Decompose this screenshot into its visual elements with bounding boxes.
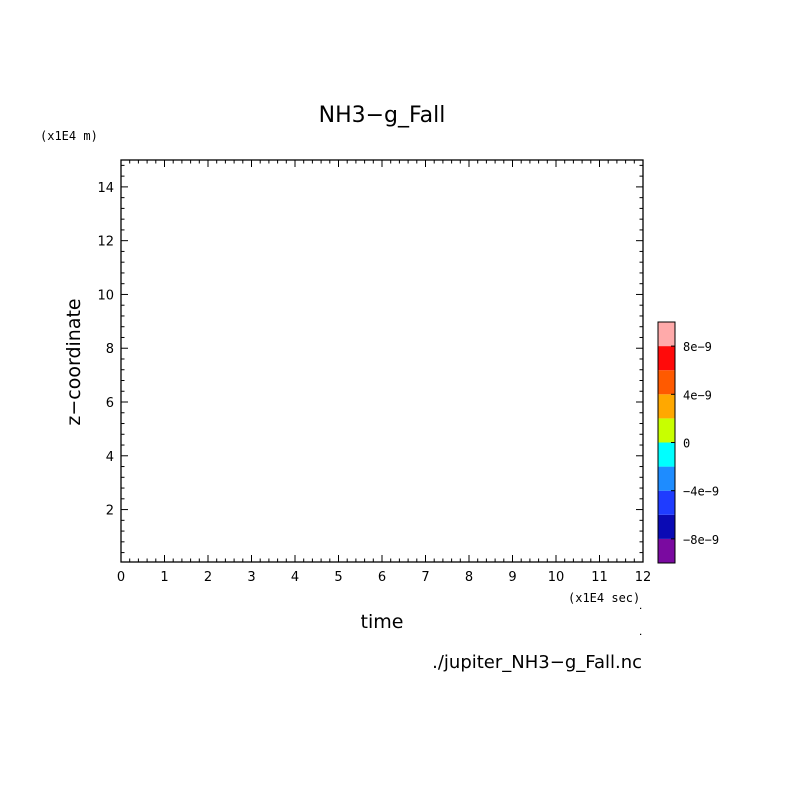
x-tick-label: 3 <box>247 570 255 585</box>
x-tick-label: 2 <box>204 570 212 585</box>
y-tick-label: 12 <box>97 235 114 250</box>
colorbar-tick-label: 4e−9 <box>683 388 712 402</box>
x-tick-label: 11 <box>591 570 608 585</box>
colorbar-segment <box>658 394 675 419</box>
colorbar <box>657 321 676 564</box>
x-tick-label: 1 <box>160 570 168 585</box>
chart-title: NH3−g_Fall <box>319 103 446 128</box>
y-axis-unit: (x1E4 m) <box>40 129 98 143</box>
x-tick-label: 12 <box>635 570 652 585</box>
y-tick-label: 2 <box>106 504 114 519</box>
y-tick-label: 10 <box>97 288 114 303</box>
source-file-label: ./jupiter_NH3−g_Fall.nc <box>432 652 642 673</box>
x-tick-label: 8 <box>465 570 473 585</box>
colorbar-segment <box>658 466 675 491</box>
x-tick-label: 9 <box>508 570 516 585</box>
x-axis-label: time <box>361 611 404 633</box>
x-axis-unit: (x1E4 sec) <box>568 591 640 605</box>
marker-dot-1: ˙ <box>637 606 644 620</box>
colorbar-segment <box>658 370 675 395</box>
x-tick-label: 6 <box>378 570 386 585</box>
plot-area <box>120 159 644 563</box>
x-tick-labels: 0 1 2 3 4 5 6 7 8 9 10 11 12 <box>117 570 651 585</box>
axis-ticks <box>120 160 644 562</box>
colorbar-segment <box>658 514 675 539</box>
colorbar-segment <box>658 346 675 371</box>
y-tick-labels: 2 4 6 8 10 12 14 <box>97 181 114 519</box>
colorbar-segment <box>658 490 675 515</box>
x-tick-label: 0 <box>117 570 125 585</box>
x-tick-label: 4 <box>291 570 299 585</box>
x-tick-label: 5 <box>334 570 342 585</box>
y-tick-label: 4 <box>106 450 114 465</box>
colorbar-tick-label: −4e−9 <box>683 485 719 499</box>
marker-dot-2: ˙ <box>637 632 644 646</box>
colorbar-segment <box>658 442 675 467</box>
colorbar-tick-labels: 8e−9 4e−9 0 −4e−9 −8e−9 <box>683 340 719 547</box>
colorbar-segment <box>658 538 675 563</box>
colorbar-tick-label: −8e−9 <box>683 533 719 547</box>
colorbar-tick-label: 8e−9 <box>683 340 712 354</box>
y-tick-label: 8 <box>106 342 114 357</box>
x-tick-label: 7 <box>421 570 429 585</box>
colorbar-tick-label: 0 <box>683 437 690 451</box>
colorbar-segment <box>658 418 675 443</box>
y-tick-label: 14 <box>97 181 114 196</box>
colorbar-segment <box>658 322 675 347</box>
y-tick-label: 6 <box>106 396 114 411</box>
y-axis-label: z−coordinate <box>63 298 85 425</box>
x-tick-label: 10 <box>548 570 565 585</box>
